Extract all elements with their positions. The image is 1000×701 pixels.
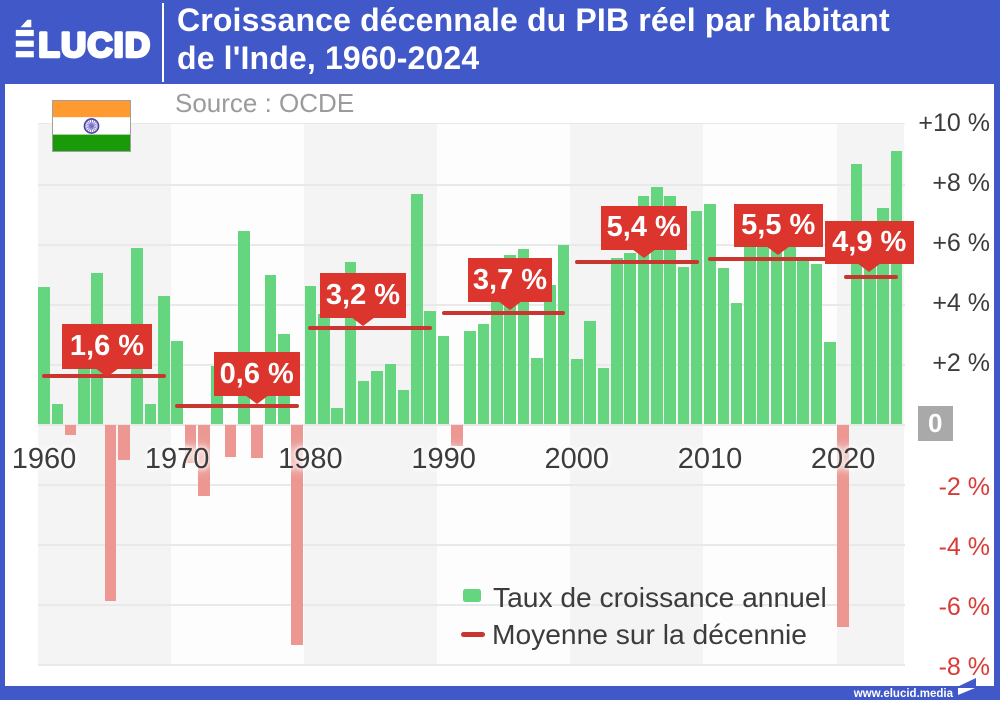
- svg-text:LUCID: LUCID: [39, 27, 152, 65]
